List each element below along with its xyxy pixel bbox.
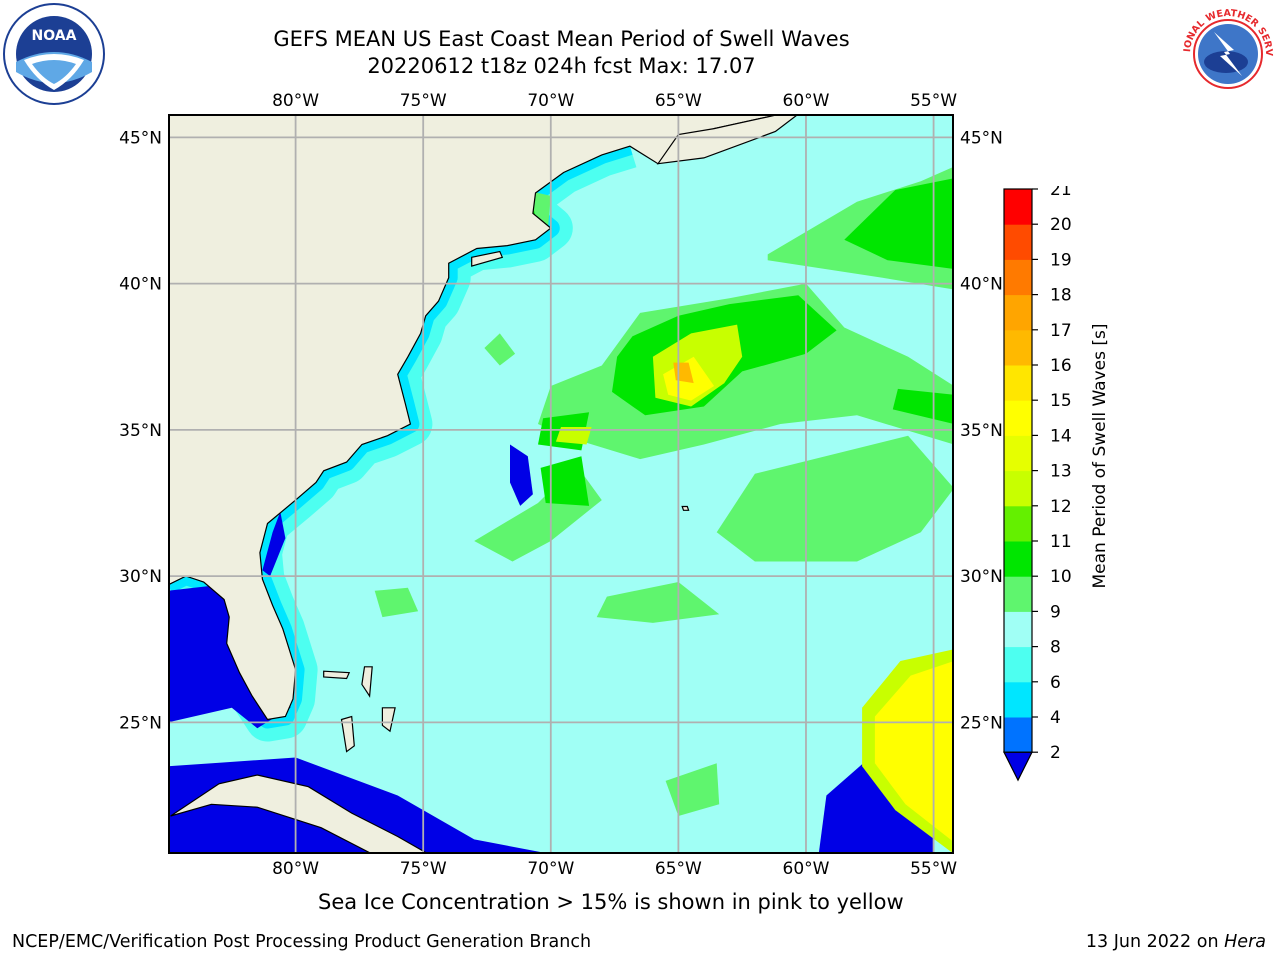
colorbar-band	[1004, 224, 1032, 260]
lon-tick-label-top: 75°W	[400, 91, 447, 111]
colorbar-band	[1004, 470, 1032, 507]
colorbar-band	[1004, 435, 1032, 472]
lon-tick-label-bottom: 80°W	[272, 859, 319, 879]
swell-region-level-7	[596, 582, 720, 623]
island-andros-island	[340, 715, 355, 753]
lon-tick-label-bottom: 60°W	[783, 859, 830, 879]
lat-tick-label-left: 40°N	[119, 275, 162, 295]
map-subtitle: 20220612 t18z 024h fcst Max: 17.07	[367, 54, 756, 78]
noaa-logo: NOAA	[3, 3, 105, 105]
lon-tick-label-top: 60°W	[783, 91, 830, 111]
lat-tick-label-right: 25°N	[960, 713, 1003, 733]
colorbar-band	[1004, 189, 1032, 225]
island-long-island	[471, 250, 504, 267]
swell-region-level-2	[510, 444, 533, 506]
swell-region-level-7	[484, 333, 516, 366]
sea-ice-footnote: Sea Ice Concentration > 15% is shown in …	[318, 890, 904, 914]
colorbar-tick-label: 6	[1050, 673, 1061, 693]
colorbar-band	[1004, 505, 1032, 542]
swell-period-map	[168, 114, 954, 854]
colorbar-tick-label: 18	[1050, 286, 1072, 306]
island-bermuda	[681, 505, 690, 511]
noaa-logo-text: NOAA	[32, 28, 77, 44]
colorbar-tick-label: 10	[1050, 567, 1072, 587]
island-abaco-island	[361, 666, 373, 698]
island-eleuthera-island	[381, 707, 396, 733]
colorbar-tick-label: 8	[1050, 638, 1061, 658]
swell-region-level-10	[844, 178, 954, 269]
island-grand-bahama-island	[323, 670, 351, 680]
colorbar: 2 4 6 8 9 10 11 12 13 14 15 16 17 18 19 20 21 Mean Perio…	[1003, 186, 1110, 782]
lon-tick-label-bottom: 65°W	[655, 859, 702, 879]
lat-tick-label-right: 40°N	[960, 275, 1003, 295]
colorbar-tick-label: 16	[1050, 356, 1072, 376]
colorbar-tick-label: 4	[1050, 708, 1061, 728]
nws-logo: NATIONAL WEATHER SERVICE	[1176, 2, 1278, 104]
colorbar-tick-label: 17	[1050, 321, 1072, 341]
map-frame	[168, 114, 954, 854]
lon-tick-label-bottom: 55°W	[910, 859, 957, 879]
lat-tick-label-right: 35°N	[960, 421, 1003, 441]
colorbar-tick-label: 13	[1050, 462, 1072, 482]
lat-tick-label-left: 25°N	[119, 713, 162, 733]
colorbar-band	[1004, 541, 1032, 577]
colorbar-band	[1004, 611, 1032, 648]
island-cuba	[170, 774, 430, 854]
colorbar-tick-label: 14	[1050, 426, 1072, 446]
colorbar-tick-label: 20	[1050, 215, 1072, 235]
lat-tick-label-right: 45°N	[960, 128, 1003, 148]
colorbar-under-arrow	[1003, 751, 1033, 782]
swell-region-level-2	[262, 511, 286, 577]
swell-region-level-10	[892, 388, 954, 424]
lon-tick-label-bottom: 70°W	[527, 859, 574, 879]
swell-region-level-12	[555, 427, 592, 445]
colorbar-band	[1004, 294, 1032, 331]
lat-tick-label-left: 35°N	[119, 421, 162, 441]
colorbar-band	[1004, 681, 1032, 718]
lat-tick-label-right: 30°N	[960, 567, 1003, 587]
swell-region-level-10	[540, 456, 590, 506]
colorbar-tick-label: 9	[1050, 602, 1061, 622]
credit-branch: NCEP/EMC/Verification Post Processing Pr…	[12, 932, 592, 952]
lon-tick-label-top: 80°W	[272, 91, 319, 111]
credit-date-text: 13 Jun 2022 on	[1085, 932, 1219, 952]
colorbar-tick-label: 11	[1050, 532, 1072, 552]
lon-tick-label-top: 70°W	[527, 91, 574, 111]
lat-tick-label-left: 45°N	[119, 128, 162, 148]
lon-tick-label-bottom: 75°W	[400, 859, 447, 879]
lon-tick-label-top: 65°W	[655, 91, 702, 111]
credit-date: 13 Jun 2022 on Hera	[1086, 932, 1266, 952]
swell-region-level-7	[374, 587, 419, 618]
colorbar-tick-label: 15	[1050, 391, 1072, 411]
colorbar-tick-label: 2	[1050, 743, 1061, 763]
colorbar-band	[1004, 576, 1032, 612]
colorbar-band	[1004, 646, 1032, 683]
map-title: GEFS MEAN US East Coast Mean Period of S…	[273, 27, 850, 51]
lon-tick-label-top: 55°W	[910, 91, 957, 111]
credit-host: Hera	[1224, 932, 1266, 952]
colorbar-tick-label: 19	[1050, 250, 1072, 270]
colorbar-band	[1004, 365, 1032, 401]
island-nova-scotia	[656, 114, 800, 165]
swell-region-level-7	[538, 283, 954, 460]
colorbar-tick-label: 21	[1050, 186, 1072, 200]
colorbar-band	[1004, 259, 1032, 296]
colorbar-label: Mean Period of Swell Waves [s]	[1090, 324, 1110, 589]
swell-region-level-7	[716, 435, 954, 562]
colorbar-band	[1004, 717, 1032, 753]
lat-tick-label-left: 30°N	[119, 567, 162, 587]
colorbar-tick-label: 12	[1050, 497, 1072, 517]
colorbar-band	[1004, 400, 1032, 436]
colorbar-band	[1004, 329, 1032, 366]
mainland-usa-canada	[168, 114, 799, 721]
